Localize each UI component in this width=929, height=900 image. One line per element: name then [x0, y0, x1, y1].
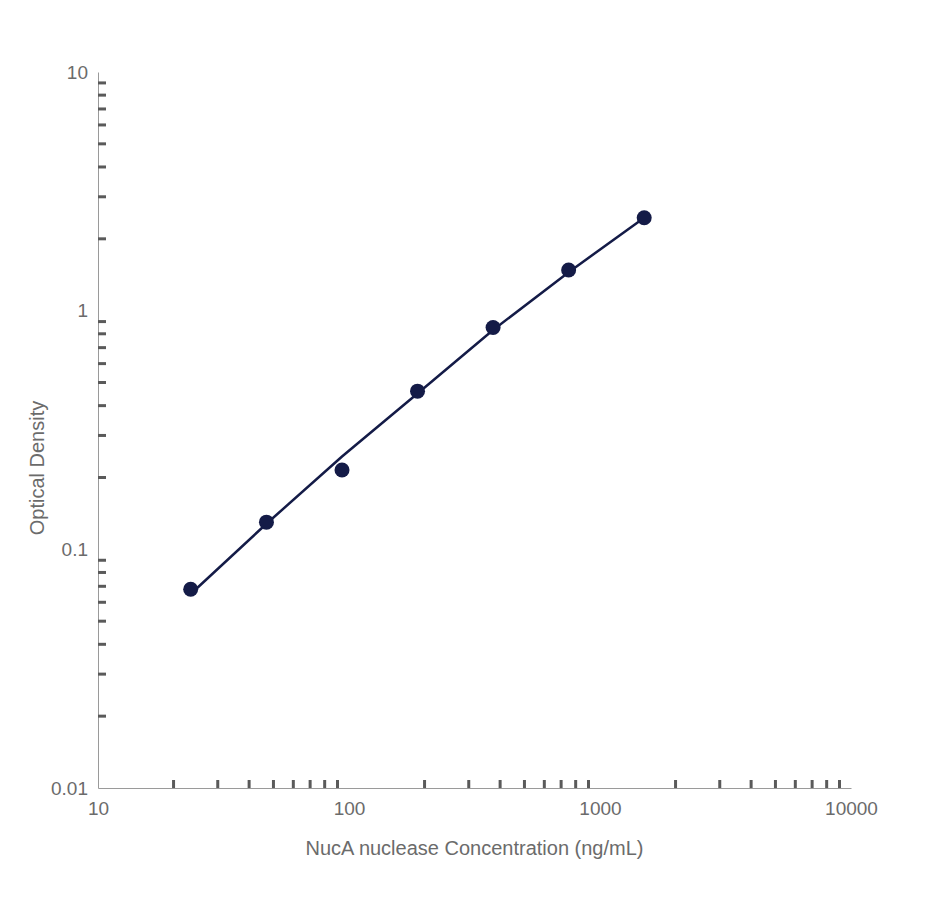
y-minor-tick — [98, 362, 106, 365]
x-axis-line — [99, 788, 852, 789]
x-minor-tick — [467, 780, 470, 788]
y-axis: 0.01 0.1 1 10 — [51, 62, 98, 799]
x-minor-ticks — [174, 780, 840, 788]
y-minor-tick — [98, 237, 106, 240]
data-point — [637, 210, 652, 225]
data-point — [335, 462, 350, 477]
y-minor-tick — [98, 404, 106, 407]
plot: 10 100 1000 10000 0.01 0.1 1 10 — [51, 62, 878, 820]
fit-line — [191, 218, 645, 594]
y-tick: 0.1 — [62, 539, 98, 560]
x-minor-tick — [674, 780, 677, 788]
x-minor-tick — [323, 780, 326, 788]
x-minor-tick — [309, 780, 312, 788]
y-minor-tick — [98, 107, 106, 110]
y-minor-tick — [98, 381, 106, 384]
y-minor-tick — [98, 643, 106, 646]
y-minor-tick — [98, 81, 106, 84]
y-minor-tick — [98, 476, 106, 479]
x-tick-label: 1000 — [579, 798, 621, 819]
y-minor-ticks — [98, 83, 106, 716]
y-tick-label: 10 — [67, 62, 88, 83]
marks — [183, 210, 652, 597]
y-tick-label: 1 — [77, 300, 88, 321]
y-minor-tick — [98, 673, 106, 676]
y-minor-tick — [98, 601, 106, 604]
x-minor-tick — [248, 780, 251, 788]
y-minor-tick — [98, 320, 106, 323]
y-minor-tick — [98, 571, 106, 574]
y-tick: 1 — [77, 300, 98, 321]
y-tick-label: 0.1 — [62, 539, 88, 560]
x-minor-tick — [750, 780, 753, 788]
x-minor-tick — [336, 780, 339, 788]
data-point — [259, 515, 274, 530]
y-minor-tick — [98, 434, 106, 437]
x-minor-tick — [774, 780, 777, 788]
x-tick-label: 10 — [88, 798, 109, 819]
data-point — [183, 582, 198, 597]
x-tick-label: 100 — [334, 798, 366, 819]
data-point — [410, 384, 425, 399]
x-minor-tick — [825, 780, 828, 788]
data-point — [486, 320, 501, 335]
y-axis-title: Optical Density — [26, 401, 48, 536]
x-minor-tick — [811, 780, 814, 788]
x-minor-tick — [718, 780, 721, 788]
y-minor-tick — [98, 585, 106, 588]
y-tick-label: 0.01 — [51, 778, 88, 799]
y-minor-tick — [98, 142, 106, 145]
x-axis: 10 100 1000 10000 — [88, 788, 878, 819]
y-minor-tick — [98, 332, 106, 335]
x-minor-tick — [523, 780, 526, 788]
x-minor-tick — [499, 780, 502, 788]
x-minor-tick — [794, 780, 797, 788]
x-minor-tick — [292, 780, 295, 788]
x-tick: 1000 — [579, 788, 621, 819]
y-axis-line — [98, 73, 99, 789]
x-minor-tick — [560, 780, 563, 788]
x-minor-tick — [543, 780, 546, 788]
data-point — [561, 263, 576, 278]
y-minor-tick — [98, 165, 106, 168]
chart: 10 100 1000 10000 0.01 0.1 1 10 NucA nuclease Co… — [0, 0, 929, 900]
y-minor-tick — [98, 123, 106, 126]
x-tick: 10 — [88, 788, 109, 819]
y-minor-tick — [98, 620, 106, 623]
x-axis-title: NucA nuclease Concentration (ng/mL) — [306, 837, 644, 859]
points — [183, 210, 652, 597]
y-tick: 10 — [67, 62, 98, 83]
y-minor-tick — [98, 715, 106, 718]
x-tick: 100 — [334, 788, 366, 819]
y-tick: 0.01 — [51, 778, 98, 799]
x-minor-tick — [272, 780, 275, 788]
x-tick-label: 10000 — [825, 798, 878, 819]
x-minor-tick — [172, 780, 175, 788]
y-minor-tick — [98, 94, 106, 97]
x-minor-tick — [574, 780, 577, 788]
y-minor-tick — [98, 195, 106, 198]
x-minor-tick — [838, 780, 841, 788]
y-minor-tick — [98, 346, 106, 349]
x-minor-tick — [216, 780, 219, 788]
x-minor-tick — [423, 780, 426, 788]
x-tick: 10000 — [825, 788, 878, 819]
x-minor-tick — [587, 780, 590, 788]
y-minor-tick — [98, 559, 106, 562]
